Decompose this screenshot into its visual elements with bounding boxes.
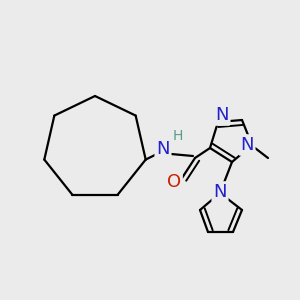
Text: N: N xyxy=(156,140,170,158)
Text: N: N xyxy=(213,183,227,201)
Text: N: N xyxy=(215,106,229,124)
Text: O: O xyxy=(167,173,181,191)
Text: H: H xyxy=(173,129,183,143)
Text: N: N xyxy=(240,136,254,154)
